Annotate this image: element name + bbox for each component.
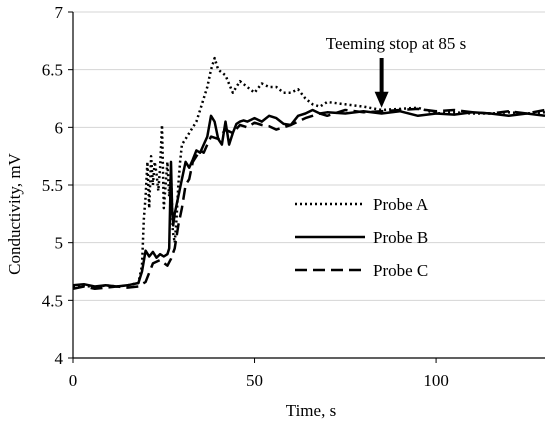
legend-label-probe-a: Probe A [373,195,429,214]
x-tick-label-1: 50 [246,371,263,390]
axes [68,11,545,363]
y-tick-label-5: 6.5 [42,61,63,80]
x-tick-label-0: 0 [69,371,78,390]
series-lines [72,56,546,291]
legend: Probe A Probe B Probe C [295,195,429,280]
y-axis-label: Conductivity, mV [5,152,24,274]
x-axis-label: Time, s [286,401,336,420]
teeming-stop-annotation: Teeming stop at 85 s [326,34,466,108]
series-line-probe-c [72,107,546,291]
y-tick-label-0: 4 [55,349,64,368]
tick-labels: 4 4.5 5 5.5 6 6.5 7 0 50 100 [42,3,449,390]
gridlines [73,11,545,301]
legend-label-probe-b: Probe B [373,228,428,247]
legend-label-probe-c: Probe C [373,261,428,280]
y-tick-label-4: 6 [55,118,64,137]
x-tick-label-2: 100 [423,371,449,390]
series-line-probe-a [72,56,546,289]
annotation-text: Teeming stop at 85 s [326,34,466,53]
y-tick-label-6: 7 [55,3,64,22]
y-tick-label-2: 5 [55,234,64,253]
annotation-arrow-head [374,91,389,108]
y-tick-label-3: 5.5 [42,176,63,195]
y-tick-label-1: 4.5 [42,291,63,310]
